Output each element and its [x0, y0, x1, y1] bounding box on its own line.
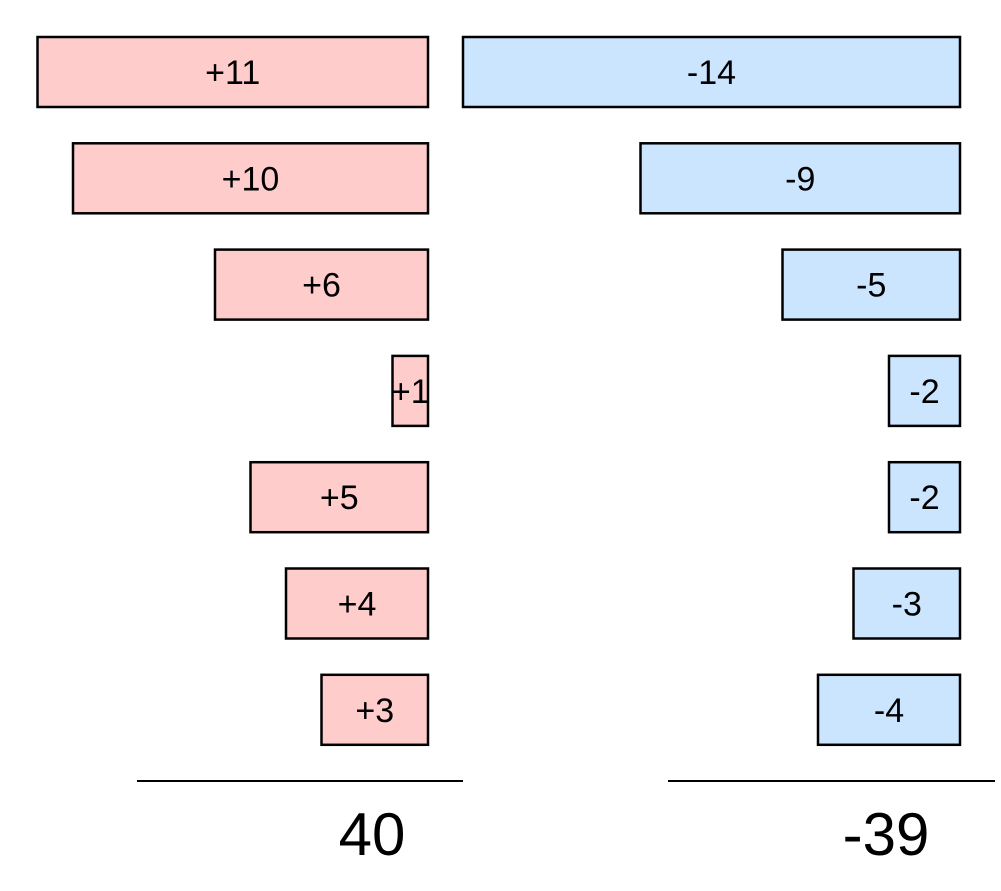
positive-bar-7 — [320, 673, 430, 747]
positive-bar-3 — [213, 248, 430, 321]
positive-bar-label-7: +3 — [355, 692, 394, 730]
negative-bar-2 — [639, 142, 962, 215]
negative-bar-label-1: -14 — [687, 54, 736, 92]
negative-bar-label-5: -2 — [909, 479, 939, 517]
negative-bar-label-7: -4 — [874, 692, 904, 730]
positive-bar-label-6: +4 — [338, 586, 377, 624]
negative-bar-label-6: -3 — [892, 586, 922, 624]
positive-bar-5 — [249, 460, 430, 534]
positive-bar-4 — [391, 354, 430, 428]
positive-total-label: 40 — [339, 801, 406, 868]
negative-bar-label-2: -9 — [785, 160, 815, 198]
negative-bar-4 — [887, 354, 962, 428]
negative-bar-6 — [852, 567, 962, 640]
positive-bar-label-2: +10 — [222, 160, 280, 198]
negative-bar-5 — [887, 460, 962, 534]
negative-bar-label-4: -2 — [909, 373, 939, 411]
positive-bar-label-1: +11 — [205, 54, 260, 92]
positive-bar-1 — [36, 35, 430, 109]
positive-bars: +11 +10 +6 +1 +5 +4 +3 — [36, 35, 430, 747]
negative-bar-3 — [781, 248, 962, 321]
negative-bars: -14 -9 -5 -2 -2 -3 -4 — [461, 35, 962, 747]
negative-total-label: -39 — [843, 801, 930, 868]
negative-bar-label-3: -5 — [856, 267, 886, 305]
positive-bar-2 — [71, 142, 430, 215]
positive-bar-6 — [284, 567, 430, 640]
positive-bar-label-4: +1 — [391, 373, 430, 411]
negative-bar-1 — [461, 35, 962, 109]
negative-bar-7 — [816, 673, 962, 747]
positive-bar-label-5: +5 — [320, 479, 359, 517]
positive-bar-label-3: +6 — [302, 267, 341, 305]
